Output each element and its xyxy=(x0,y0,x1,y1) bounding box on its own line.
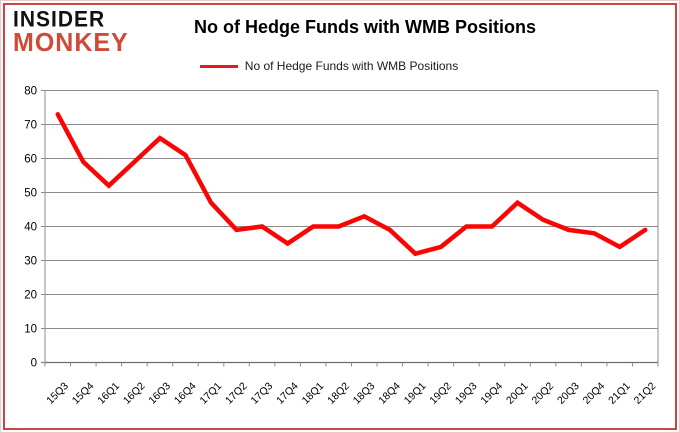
svg-text:0: 0 xyxy=(31,358,37,370)
gridlines xyxy=(44,90,659,363)
logo-line-monkey: MONKEY xyxy=(13,28,129,58)
svg-text:50: 50 xyxy=(24,188,37,200)
svg-text:60: 60 xyxy=(24,154,37,166)
svg-text:30: 30 xyxy=(24,256,37,268)
svg-text:10: 10 xyxy=(24,324,37,336)
svg-text:21Q1: 21Q1 xyxy=(606,380,633,407)
svg-text:16Q2: 16Q2 xyxy=(121,380,148,407)
svg-text:40: 40 xyxy=(24,222,37,234)
svg-text:17Q3: 17Q3 xyxy=(249,380,276,407)
svg-text:16Q4: 16Q4 xyxy=(172,380,199,407)
x-axis-labels: 15Q315Q416Q116Q216Q316Q417Q117Q217Q317Q4… xyxy=(44,380,658,407)
svg-text:70: 70 xyxy=(24,120,37,132)
series-line-wmb xyxy=(55,112,648,257)
svg-text:17Q2: 17Q2 xyxy=(223,380,250,407)
svg-text:17Q1: 17Q1 xyxy=(197,380,224,407)
svg-text:17Q4: 17Q4 xyxy=(274,380,301,407)
svg-text:20Q1: 20Q1 xyxy=(504,380,531,407)
svg-text:18Q1: 18Q1 xyxy=(300,380,327,407)
svg-text:19Q1: 19Q1 xyxy=(402,380,429,407)
svg-text:15Q4: 15Q4 xyxy=(70,380,97,407)
svg-text:16Q1: 16Q1 xyxy=(95,380,122,407)
svg-text:20Q2: 20Q2 xyxy=(530,380,557,407)
y-axis-labels: 0 10 20 30 40 50 60 70 80 xyxy=(24,86,37,370)
svg-text:19Q3: 19Q3 xyxy=(453,380,480,407)
y-axis-ticks xyxy=(41,90,45,363)
logo-line-insider: INSIDER xyxy=(13,7,106,32)
chart-legend: No of Hedge Funds with WMB Positions xyxy=(0,59,658,73)
chart-title: No of Hedge Funds with WMB Positions xyxy=(194,17,536,37)
svg-text:20: 20 xyxy=(24,290,37,302)
svg-text:18Q4: 18Q4 xyxy=(376,380,403,407)
insider-monkey-logo: INSIDER MONKEY xyxy=(13,7,129,58)
svg-text:18Q2: 18Q2 xyxy=(325,380,352,407)
svg-text:80: 80 xyxy=(24,86,37,98)
svg-text:19Q2: 19Q2 xyxy=(427,380,454,407)
svg-text:20Q4: 20Q4 xyxy=(581,380,608,407)
svg-text:15Q3: 15Q3 xyxy=(44,380,71,407)
svg-text:16Q3: 16Q3 xyxy=(146,380,173,407)
x-axis xyxy=(41,361,659,367)
legend-line-swatch xyxy=(199,64,238,68)
legend-label: No of Hedge Funds with WMB Positions xyxy=(244,59,459,73)
svg-text:21Q2: 21Q2 xyxy=(632,380,659,407)
svg-text:20Q3: 20Q3 xyxy=(555,380,582,407)
svg-text:19Q4: 19Q4 xyxy=(478,380,505,407)
svg-text:18Q3: 18Q3 xyxy=(351,380,378,407)
